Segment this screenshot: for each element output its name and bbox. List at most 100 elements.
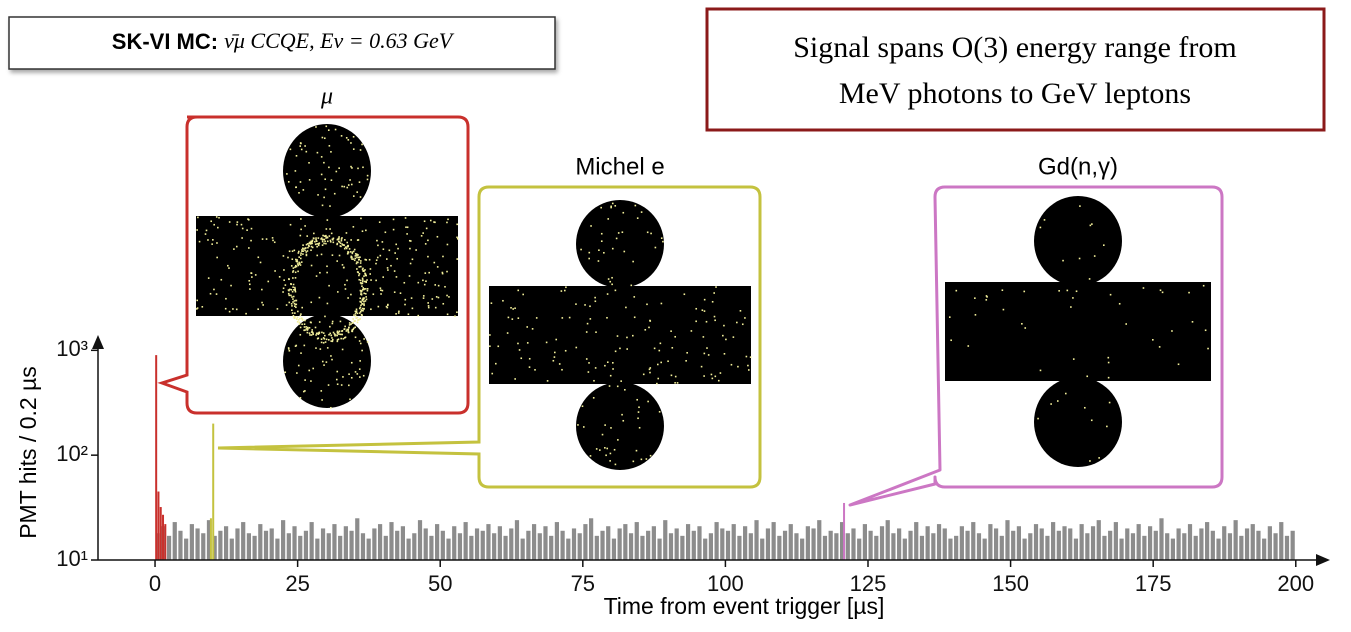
pmt-hit (446, 243, 449, 246)
pmt-hit (361, 299, 364, 302)
y-tick-label: 10² (56, 441, 88, 466)
bar (395, 530, 400, 560)
bar (435, 524, 440, 560)
pmt-hit (196, 307, 199, 309)
pmt-hit (1177, 363, 1180, 366)
pmt-hit (632, 460, 635, 463)
pmt-hit (517, 342, 519, 345)
pmt-hit (274, 270, 276, 272)
pmt-hit (606, 293, 609, 295)
pmt-hit (315, 275, 318, 277)
pmt-hit (335, 170, 338, 173)
pmt-hit (658, 411, 661, 413)
pmt-hit (343, 239, 346, 241)
bar (1005, 520, 1010, 560)
pmt-hit (294, 289, 296, 291)
pmt-hit (330, 179, 333, 181)
pmt-hit (296, 261, 299, 263)
pmt-hit (331, 340, 334, 343)
pmt-hit (585, 358, 588, 360)
pmt-hit (361, 349, 363, 352)
bar (731, 524, 736, 560)
pmt-hit (296, 316, 299, 319)
pmt-hit (305, 326, 308, 328)
pmt-hit (343, 247, 346, 250)
pmt-hit (422, 279, 424, 282)
pmt-hit (337, 240, 340, 243)
bar (389, 522, 394, 560)
bar (372, 528, 377, 560)
bar (594, 535, 599, 560)
pmt-hit (434, 221, 436, 224)
pmt-hit (343, 337, 346, 339)
pmt-hit (344, 336, 347, 339)
pmt-hit (1062, 259, 1064, 262)
pmt-hit (433, 261, 436, 264)
pmt-hit (297, 264, 300, 267)
pmt-hit (332, 241, 335, 244)
bar (885, 520, 890, 560)
pmt-hit (386, 304, 389, 307)
bar (965, 530, 970, 560)
pmt-hit (345, 330, 348, 332)
pmt-hit (327, 338, 330, 341)
title-box (8, 16, 556, 70)
x-tick-label: 125 (850, 571, 887, 596)
pmt-hit (630, 284, 633, 287)
pmt-hit (303, 329, 305, 332)
bar (760, 538, 765, 560)
pmt-hit (723, 324, 725, 327)
bar (338, 535, 343, 560)
pmt-hit (561, 368, 563, 371)
bar (771, 522, 776, 560)
pmt-hit (310, 331, 313, 333)
pmt-hit (589, 455, 592, 457)
pmt-hit (336, 339, 339, 341)
bar (235, 528, 240, 560)
pmt-hit (354, 326, 356, 329)
pmt-hit (604, 424, 606, 426)
pmt-hit (640, 458, 643, 461)
pmt-hit (565, 286, 567, 289)
pmt-hit (385, 305, 388, 308)
pmt-hit (330, 334, 333, 337)
bar (1125, 528, 1130, 560)
pmt-hit (295, 260, 298, 263)
pmt-hit (315, 238, 317, 241)
pmt-hit (295, 306, 297, 309)
pmt-hit (336, 242, 339, 245)
pmt-hit (635, 449, 638, 452)
pmt-hit (318, 321, 321, 323)
pmt-hit (299, 314, 302, 317)
pmt-hit (362, 287, 365, 289)
pmt-hit (363, 275, 365, 277)
pmt-hit (321, 239, 324, 241)
bar (1216, 538, 1221, 560)
pmt-hit (212, 239, 214, 241)
pmt-hit (366, 341, 369, 343)
pmt-hit (261, 301, 263, 304)
pmt-hit (320, 173, 323, 176)
pmt-hit (359, 149, 362, 151)
pmt-hit (352, 250, 355, 253)
bar (520, 538, 525, 560)
bar (606, 526, 611, 560)
pmt-hit (380, 289, 382, 291)
pmt-hit (330, 406, 332, 409)
pmt-hit (350, 183, 353, 186)
pmt-hit (674, 375, 677, 378)
pmt-hit (365, 296, 367, 298)
bar (252, 535, 257, 560)
pmt-hit (985, 299, 988, 301)
pmt-hit (1118, 302, 1121, 305)
bar (1262, 538, 1267, 560)
pmt-hit (289, 223, 292, 226)
pmt-hit (240, 223, 243, 226)
pmt-hit (359, 311, 362, 313)
pmt-hit (359, 300, 361, 303)
pmt-hit (364, 258, 367, 261)
pmt-hit (671, 346, 674, 349)
pmt-hit (348, 248, 351, 250)
pmt-hit (620, 380, 622, 382)
pmt-hit (489, 345, 491, 348)
